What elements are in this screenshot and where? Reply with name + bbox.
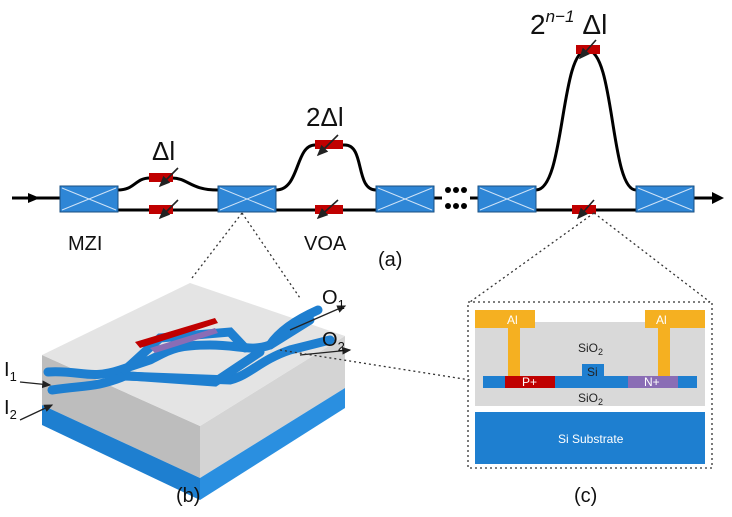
output-port: O2 — [322, 329, 345, 354]
input-port: I1 — [4, 359, 17, 384]
index: 1 — [338, 297, 345, 312]
letter: O — [322, 329, 338, 351]
input-port: I2 — [4, 397, 17, 422]
panel-b: O1 O2 I1 I2 (b) — [4, 283, 470, 507]
core-label: Si — [587, 365, 598, 379]
caption: (c) — [574, 485, 597, 507]
p-label: P+ — [522, 375, 537, 389]
caption: (b) — [176, 485, 200, 507]
delay-label: Δl — [152, 136, 175, 166]
exponent: n−1 — [546, 7, 575, 26]
base: SiO — [578, 341, 598, 355]
letter: O — [322, 287, 338, 309]
index: 2 — [338, 339, 345, 354]
ellipsis — [445, 187, 467, 209]
metal-label: Al — [656, 313, 667, 327]
delay-label: 2n−1 Δl — [530, 7, 607, 40]
suffix: Δl — [582, 9, 607, 40]
base: 2 — [530, 9, 546, 40]
index: 1 — [10, 369, 17, 384]
index: 2 — [598, 397, 603, 407]
base: SiO — [578, 391, 598, 405]
diagram: Δl 2Δl 2n−1Δl MZI VOA (a) O1 O2 I1 I — [0, 0, 732, 517]
n-label: N+ — [644, 375, 660, 389]
index: 2 — [10, 407, 17, 422]
voa-label: VOA — [304, 233, 347, 255]
delay-label: 2Δl — [306, 102, 344, 132]
mzi-label: MZI — [68, 233, 102, 255]
caption: (a) — [378, 249, 402, 271]
substrate-label: Si Substrate — [558, 432, 624, 446]
output-port: O1 — [322, 287, 345, 312]
metal-label: Al — [507, 313, 518, 327]
panel-a: Δl 2Δl 2n−1 Δl MZI VOA (a) — [12, 7, 724, 302]
index: 2 — [598, 347, 603, 357]
panel-c: Al Al SiO2 Si P+ N+ SiO2 Si Substrate (c… — [468, 302, 712, 507]
